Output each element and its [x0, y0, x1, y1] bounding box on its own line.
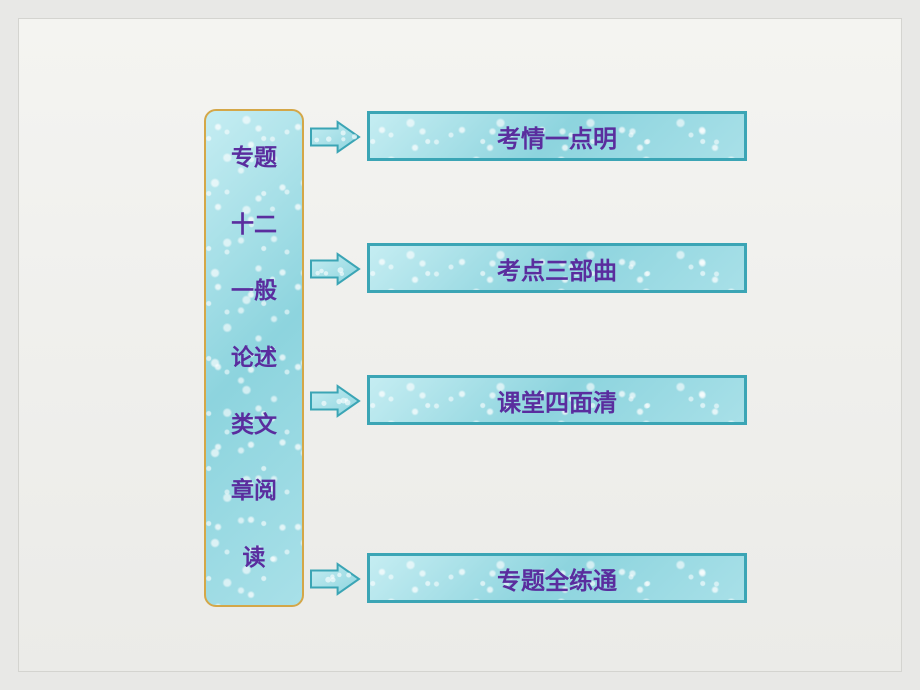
- arrow-icon: [309, 120, 361, 154]
- arrow-icon: [309, 384, 361, 418]
- nav-item-label: 课堂四面清: [497, 383, 617, 418]
- nav-item-2[interactable]: 课堂四面清: [367, 375, 747, 425]
- topic-line-1: 十二: [231, 210, 277, 240]
- nav-item-1[interactable]: 考点三部曲: [367, 243, 747, 293]
- topic-line-2: 一般: [231, 276, 277, 306]
- slide-canvas: 专题十二一般论述类文章阅读 考情一点明考点三部曲课堂四面清专题全练通: [18, 18, 902, 672]
- arrow-icon: [309, 252, 361, 286]
- topic-line-0: 专题: [231, 143, 277, 173]
- nav-item-3[interactable]: 专题全练通: [367, 553, 747, 603]
- topic-line-4: 类文: [231, 410, 277, 440]
- arrow-icon: [309, 562, 361, 596]
- nav-item-label: 专题全练通: [497, 561, 617, 596]
- nav-item-label: 考情一点明: [497, 119, 617, 154]
- topic-line-5: 章阅: [231, 476, 277, 506]
- nav-item-label: 考点三部曲: [497, 251, 617, 286]
- topic-line-6: 读: [243, 543, 266, 573]
- topic-line-3: 论述: [231, 343, 277, 373]
- topic-box: 专题十二一般论述类文章阅读: [204, 109, 304, 607]
- nav-item-0[interactable]: 考情一点明: [367, 111, 747, 161]
